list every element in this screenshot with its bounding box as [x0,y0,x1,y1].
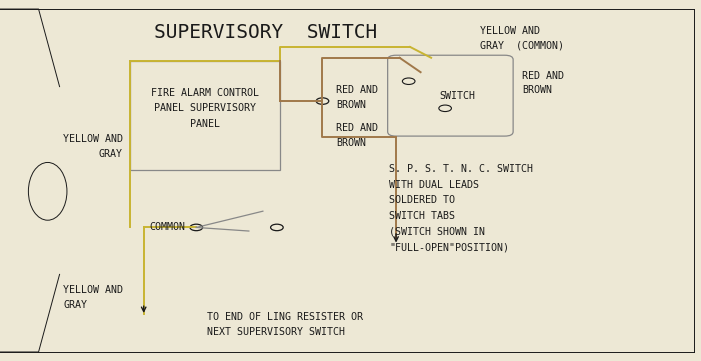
Text: TO END OF LING RESISTER OR
NEXT SUPERVISORY SWITCH: TO END OF LING RESISTER OR NEXT SUPERVIS… [207,313,363,337]
Text: COMMON: COMMON [150,222,186,232]
Text: YELLOW AND
GRAY: YELLOW AND GRAY [62,134,123,158]
Text: YELLOW AND
GRAY: YELLOW AND GRAY [63,286,123,310]
Text: SUPERVISORY  SWITCH: SUPERVISORY SWITCH [154,23,377,42]
Text: RED AND
BROWN: RED AND BROWN [336,85,379,110]
Text: YELLOW AND
GRAY  (COMMON): YELLOW AND GRAY (COMMON) [480,26,564,50]
FancyBboxPatch shape [388,55,513,136]
Text: FIRE ALARM CONTROL
PANEL SUPERVISORY
PANEL: FIRE ALARM CONTROL PANEL SUPERVISORY PAN… [151,88,259,129]
Text: RED AND
BROWN: RED AND BROWN [336,123,379,148]
FancyBboxPatch shape [130,61,280,170]
Text: SWITCH: SWITCH [440,91,475,101]
Text: RED AND
BROWN: RED AND BROWN [522,71,564,95]
Text: S. P. S. T. N. C. SWITCH
WITH DUAL LEADS
SOLDERED TO
SWITCH TABS
(SWITCH SHOWN I: S. P. S. T. N. C. SWITCH WITH DUAL LEADS… [389,164,533,252]
